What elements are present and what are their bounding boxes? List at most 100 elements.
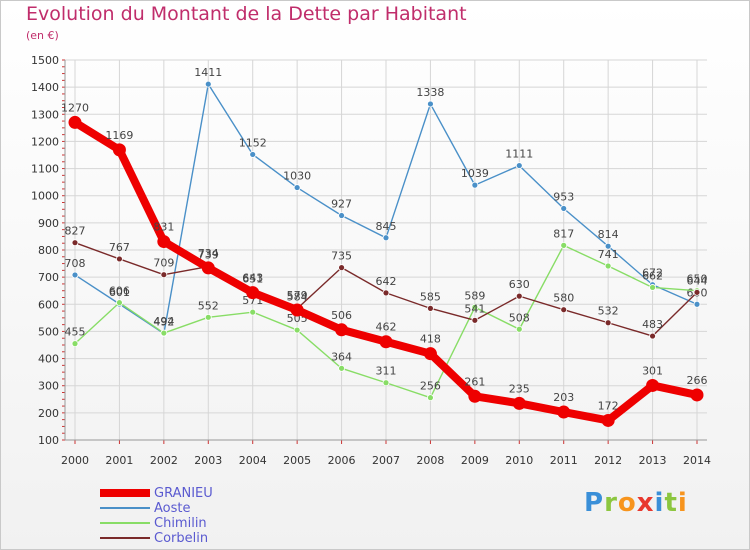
data-point-aoste bbox=[560, 205, 568, 212]
data-label-corbelin: 709 bbox=[153, 257, 174, 270]
brand-letter: r bbox=[604, 488, 618, 518]
data-label-corbelin: 642 bbox=[376, 275, 397, 288]
brand-logo: Proxiti bbox=[584, 488, 688, 518]
data-label-chimilin: 455 bbox=[65, 326, 86, 339]
data-label-corbelin: 739 bbox=[198, 249, 219, 262]
data-label-chimilin: 662 bbox=[642, 269, 663, 282]
data-label-aoste: 927 bbox=[331, 198, 352, 211]
y-tick-label: 300 bbox=[38, 380, 59, 393]
data-label-granieu: 506 bbox=[331, 309, 352, 322]
data-point-granieu bbox=[646, 378, 660, 392]
data-label-chimilin: 741 bbox=[598, 248, 619, 261]
legend-swatch bbox=[100, 489, 150, 497]
data-label-aoste: 845 bbox=[376, 220, 397, 233]
x-tick-label: 2008 bbox=[416, 454, 444, 467]
legend-swatch bbox=[100, 507, 150, 509]
data-label-chimilin: 817 bbox=[553, 227, 574, 240]
data-label-granieu: 1169 bbox=[105, 129, 133, 142]
data-point-chimilin bbox=[338, 364, 345, 372]
data-point-corbelin bbox=[649, 332, 656, 340]
data-point-corbelin bbox=[116, 255, 123, 263]
y-tick-label: 900 bbox=[38, 217, 59, 230]
data-point-granieu bbox=[601, 413, 615, 427]
data-label-corbelin: 584 bbox=[287, 291, 308, 304]
data-point-chimilin bbox=[471, 303, 479, 311]
data-point-aoste bbox=[204, 80, 212, 88]
y-tick-label: 800 bbox=[38, 244, 59, 257]
data-label-chimilin: 650 bbox=[687, 273, 708, 286]
y-tick-label: 100 bbox=[38, 434, 59, 447]
data-point-corbelin bbox=[338, 264, 345, 272]
data-point-chimilin bbox=[293, 326, 301, 334]
y-tick-label: 1000 bbox=[31, 190, 59, 203]
data-point-corbelin bbox=[71, 239, 79, 247]
data-label-granieu: 1270 bbox=[61, 101, 89, 114]
legend-swatch bbox=[100, 537, 150, 539]
data-point-granieu bbox=[112, 143, 126, 157]
data-label-corbelin: 532 bbox=[598, 305, 619, 318]
y-tick-label: 1400 bbox=[31, 81, 59, 94]
data-label-chimilin: 494 bbox=[153, 315, 174, 328]
y-tick-label: 600 bbox=[38, 298, 59, 311]
y-tick-label: 1500 bbox=[31, 54, 59, 67]
brand-letter: P bbox=[584, 488, 605, 518]
y-tick-label: 700 bbox=[38, 271, 59, 284]
data-label-granieu: 579 bbox=[287, 289, 308, 302]
data-point-aoste bbox=[382, 234, 390, 242]
x-tick-label: 2011 bbox=[550, 454, 578, 467]
data-label-chimilin: 508 bbox=[509, 311, 530, 324]
data-point-corbelin bbox=[471, 316, 479, 324]
data-point-chimilin bbox=[71, 340, 79, 348]
data-point-granieu bbox=[290, 303, 304, 317]
data-point-corbelin bbox=[427, 304, 434, 312]
data-point-granieu bbox=[246, 286, 260, 300]
data-point-granieu bbox=[379, 335, 393, 349]
data-label-aoste: 601 bbox=[109, 286, 130, 299]
brand-letter: i bbox=[677, 488, 688, 518]
data-point-aoste bbox=[71, 271, 79, 279]
data-point-chimilin bbox=[382, 379, 390, 387]
data-label-granieu: 301 bbox=[642, 364, 663, 377]
data-label-granieu: 235 bbox=[509, 382, 530, 395]
data-point-aoste bbox=[293, 184, 301, 191]
data-label-corbelin: 644 bbox=[687, 274, 708, 287]
data-point-aoste bbox=[338, 212, 345, 219]
x-tick-label: 2004 bbox=[239, 454, 267, 467]
y-tick-label: 1300 bbox=[31, 108, 59, 121]
data-label-granieu: 734 bbox=[198, 247, 219, 260]
data-point-granieu bbox=[512, 396, 526, 410]
data-label-corbelin: 827 bbox=[65, 225, 86, 238]
data-label-corbelin: 483 bbox=[642, 318, 663, 331]
data-point-chimilin bbox=[204, 313, 212, 321]
data-label-aoste: 708 bbox=[65, 257, 86, 270]
data-label-granieu: 643 bbox=[242, 272, 263, 285]
data-label-granieu: 261 bbox=[464, 375, 485, 388]
x-tick-label: 2001 bbox=[105, 454, 133, 467]
data-label-chimilin: 364 bbox=[331, 350, 352, 363]
data-label-chimilin: 552 bbox=[198, 299, 219, 312]
data-label-aoste: 492 bbox=[153, 316, 174, 329]
data-label-chimilin: 256 bbox=[420, 380, 441, 393]
legend-label: Chimilin bbox=[154, 516, 207, 531]
data-label-granieu: 418 bbox=[420, 333, 441, 346]
x-tick-label: 2002 bbox=[150, 454, 178, 467]
x-tick-label: 2003 bbox=[194, 454, 222, 467]
data-point-aoste bbox=[604, 242, 612, 250]
data-point-corbelin bbox=[693, 288, 701, 296]
data-point-corbelin bbox=[604, 319, 612, 327]
data-point-granieu bbox=[335, 323, 349, 337]
x-tick-label: 2000 bbox=[61, 454, 89, 467]
x-tick-label: 2012 bbox=[594, 454, 622, 467]
x-tick-label: 2010 bbox=[505, 454, 533, 467]
y-tick-label: 1100 bbox=[31, 163, 59, 176]
data-point-granieu bbox=[68, 115, 82, 129]
data-point-granieu bbox=[468, 389, 482, 403]
data-label-chimilin: 606 bbox=[109, 285, 130, 298]
data-label-aoste: 1111 bbox=[505, 148, 533, 161]
data-point-chimilin bbox=[427, 394, 434, 402]
data-label-granieu: 172 bbox=[598, 399, 619, 412]
x-tick-label: 2006 bbox=[328, 454, 356, 467]
x-tick-label: 2007 bbox=[372, 454, 400, 467]
x-tick-label: 2014 bbox=[683, 454, 711, 467]
